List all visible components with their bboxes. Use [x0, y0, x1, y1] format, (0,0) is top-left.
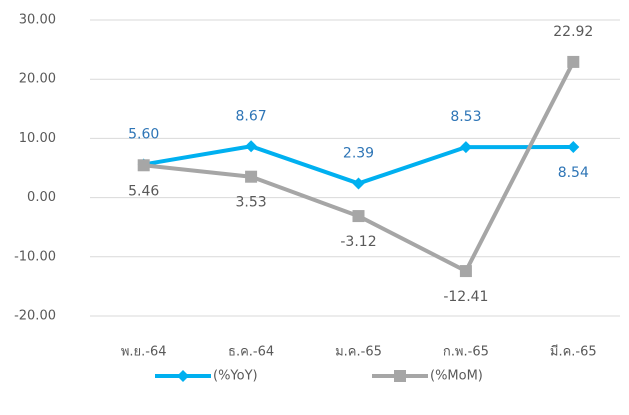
y-tick-label: -10.00 [14, 249, 56, 264]
data-point [352, 210, 365, 223]
y-tick-label: 0.00 [27, 190, 56, 205]
data-label: 8.67 [236, 108, 267, 124]
data-point [567, 55, 580, 68]
data-label: 3.53 [236, 195, 267, 211]
x-tick-label: มี.ค.-65 [550, 344, 597, 360]
y-tick-label: 30.00 [19, 13, 56, 28]
legend-marker [394, 370, 406, 382]
data-label: 2.39 [343, 145, 374, 161]
data-label: 22.92 [553, 24, 593, 40]
legend-label: (%YoY) [213, 369, 258, 384]
data-label: 8.54 [558, 165, 589, 181]
legend-marker [177, 370, 189, 382]
y-tick-label: 10.00 [19, 131, 56, 146]
data-label: -12.41 [443, 289, 488, 305]
data-label: -3.12 [340, 234, 376, 250]
x-tick-label: ม.ค.-65 [335, 345, 382, 360]
data-point [352, 177, 365, 190]
data-label: 8.53 [450, 109, 481, 125]
x-tick-label: ก.พ.-65 [443, 345, 489, 360]
y-tick-label: -20.00 [14, 309, 56, 324]
data-point [245, 170, 258, 183]
data-point [459, 265, 472, 278]
legend-label: (%MoM) [430, 369, 483, 384]
data-point [245, 140, 258, 153]
data-point [567, 141, 580, 154]
data-point [137, 159, 150, 172]
y-tick-label: 20.00 [19, 72, 56, 87]
data-point [459, 141, 472, 154]
data-label: 5.60 [128, 126, 159, 142]
data-label: 5.46 [128, 183, 159, 199]
x-tick-label: พ.ย.-64 [121, 345, 167, 360]
x-tick-label: ธ.ค.-64 [228, 345, 274, 360]
